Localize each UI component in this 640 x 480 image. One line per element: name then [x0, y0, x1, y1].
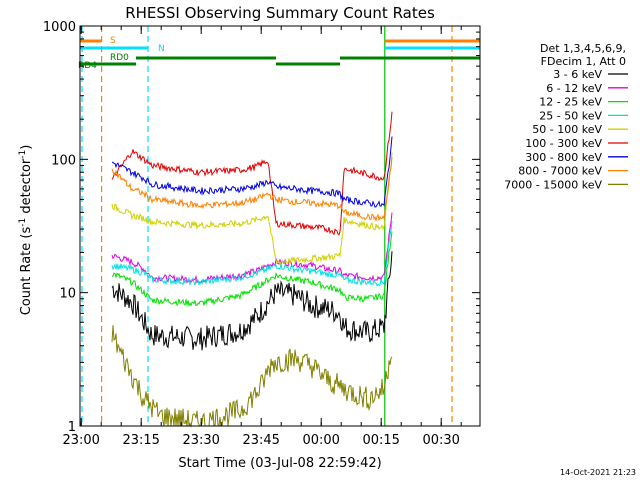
y-axis-label-main: Count Rate (s [19, 227, 34, 316]
series-line-7 [111, 157, 393, 223]
series-line-2 [112, 231, 393, 308]
footer-timestamp: 14-Oct-2021 21:23 [560, 468, 636, 477]
series-line-5 [111, 111, 393, 236]
x-tick-label-0: 23:00 [62, 433, 99, 448]
legend-entry-1: 6 - 12 keV [546, 82, 602, 95]
legend-entry-4: 50 - 100 keV [532, 123, 602, 136]
legend-entry-5: 100 - 300 keV [525, 137, 602, 150]
x-tick-label-1: 23:15 [122, 433, 159, 448]
series-line-8 [111, 325, 393, 428]
x-tick-label-5: 00:15 [362, 433, 399, 448]
y-tick-label-2: 100 [51, 153, 76, 168]
legend-entry-3: 25 - 50 keV [539, 109, 602, 122]
status-bar-label-rd4: RD4 [78, 61, 97, 71]
series-line-0 [111, 251, 393, 351]
y-tick-label-0: 1 [68, 420, 76, 435]
series-line-6 [112, 136, 393, 208]
x-tick-label-4: 00:00 [302, 433, 339, 448]
x-tick-label-3: 23:45 [242, 433, 279, 448]
plot-frame [79, 25, 481, 427]
legend-entry-8: 7000 - 15000 keV [504, 178, 602, 191]
x-tick-label-2: 23:30 [182, 433, 219, 448]
plot-area: S N RD0 RD4 23:00 23:15 23:30 23:45 00:00 00:15 00… [43, 20, 481, 448]
y-axis-label-end: ) [19, 145, 34, 150]
legend-header-1: FDecim 1, Att 0 [541, 55, 626, 68]
legend-entry-2: 12 - 25 keV [539, 96, 602, 109]
status-bar-label-rd0: RD0 [110, 53, 129, 63]
series-line-1 [111, 212, 393, 284]
x-tick-label-6: 00:30 [422, 433, 459, 448]
status-bar-label-s: S [110, 36, 116, 46]
legend: Det 1,3,4,5,6,9,FDecim 1, Att 03 - 6 keV… [504, 42, 628, 191]
y-axis-label-sup2: -1 [18, 150, 28, 159]
series-line-3 [111, 221, 393, 287]
y-axis-label-sup: -1 [18, 218, 28, 227]
legend-entry-0: 3 - 6 keV [553, 68, 602, 81]
y-axis-label: Count Rate (s-1 detector-1) [18, 145, 34, 316]
series-line-4 [111, 152, 393, 266]
legend-entry-7: 800 - 7000 keV [518, 165, 602, 178]
chart-title: RHESSI Observing Summary Count Rates [125, 4, 435, 22]
x-axis-label: Start Time (03-Jul-08 22:59:42) [178, 456, 381, 471]
status-bar-label-n: N [158, 44, 165, 54]
legend-entry-6: 300 - 800 keV [525, 151, 602, 164]
y-axis-label-mid: detector [19, 158, 34, 218]
legend-header-0: Det 1,3,4,5,6,9, [540, 42, 626, 55]
y-tick-label-3: 1000 [43, 20, 76, 35]
y-tick-label-1: 10 [59, 287, 76, 302]
